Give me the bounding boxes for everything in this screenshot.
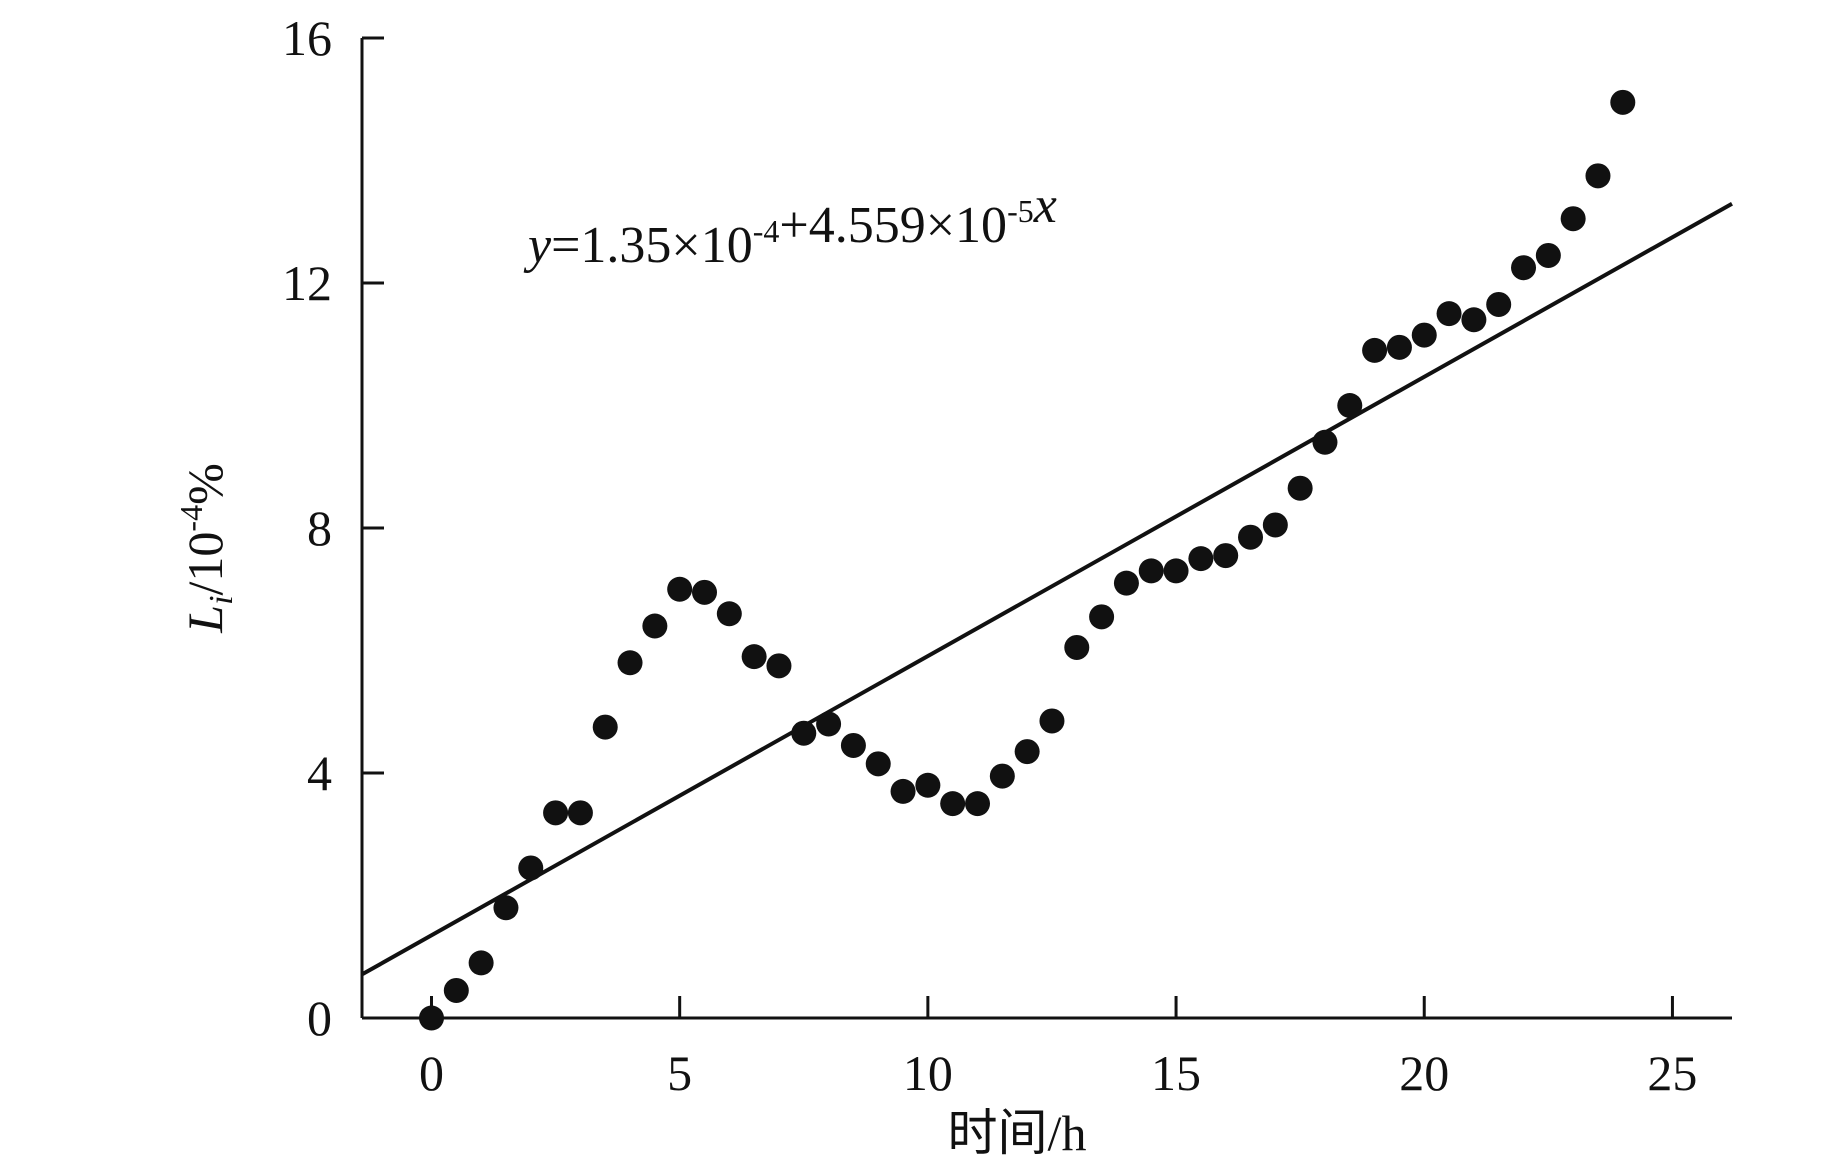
x-tick-label: 0: [419, 1045, 444, 1101]
labels: 0 4 8 12 16 0 5 10 15 20 25 y=1.35×10-4+4.559×10-5x…: [173, 10, 1697, 1161]
data-point: [791, 720, 817, 746]
x-axis-title: 时间/h: [948, 1105, 1087, 1161]
x-tick-label: 10: [903, 1045, 953, 1101]
data-point: [1138, 558, 1164, 584]
data-point: [766, 653, 792, 679]
data-point: [1511, 255, 1537, 281]
y-tick-label: 4: [307, 745, 332, 801]
data-point: [890, 778, 916, 804]
x-tick-label: 25: [1647, 1045, 1697, 1101]
data-point: [1064, 634, 1090, 660]
data-point: [1535, 242, 1561, 268]
data-point: [1486, 291, 1512, 317]
data-point: [567, 800, 593, 826]
data-point: [1436, 301, 1462, 327]
data-point: [1163, 558, 1189, 584]
data-point: [940, 791, 966, 817]
data-point: [1362, 337, 1388, 363]
data-point: [667, 576, 693, 602]
data-point: [816, 711, 842, 737]
data-point: [741, 644, 767, 670]
data-point: [468, 950, 494, 976]
data-point: [716, 601, 742, 627]
data-point: [1089, 604, 1115, 630]
data-point: [1610, 89, 1636, 115]
data-point: [692, 579, 717, 605]
data-point: [518, 855, 544, 881]
data-point: [1560, 206, 1586, 232]
data-point: [543, 800, 569, 826]
data-point: [965, 791, 991, 817]
data-point: [1337, 393, 1363, 418]
data-point: [915, 772, 941, 798]
data-point: [443, 977, 469, 1003]
x-tick-label: 20: [1399, 1045, 1449, 1101]
data-point: [1039, 708, 1065, 734]
data-point: [1312, 429, 1338, 455]
y-tick-label: 8: [307, 500, 332, 556]
x-tick-label: 5: [667, 1045, 692, 1101]
data-point: [1113, 570, 1139, 596]
data-point: [865, 751, 891, 777]
data-point: [493, 895, 519, 921]
data-point: [1238, 524, 1264, 550]
data-point: [1014, 739, 1040, 765]
data-point: [1188, 546, 1214, 572]
fit-line-group: [361, 201, 1733, 977]
data-points: [418, 89, 1636, 1031]
data-point: [418, 1005, 444, 1031]
y-tick-label: 16: [282, 10, 332, 66]
data-point: [592, 714, 618, 740]
y-axis-title: Li/10-4%: [173, 463, 240, 633]
data-point: [1585, 163, 1611, 189]
fit-equation: y=1.35×10-4+4.559×10-5x: [523, 177, 1057, 274]
data-point: [1262, 512, 1288, 538]
y-tick-label: 12: [282, 255, 332, 311]
data-point: [989, 763, 1015, 789]
y-tick-label: 0: [307, 990, 332, 1046]
data-point: [1287, 475, 1313, 501]
axes: [360, 36, 1732, 1020]
data-point: [1461, 307, 1487, 333]
fit-line: [361, 201, 1733, 977]
data-point: [1411, 322, 1437, 348]
data-point: [642, 613, 668, 639]
data-point: [840, 732, 866, 758]
data-point: [617, 650, 643, 676]
data-point: [1213, 543, 1239, 569]
x-tick-label: 15: [1151, 1045, 1201, 1101]
data-point: [1386, 334, 1412, 360]
